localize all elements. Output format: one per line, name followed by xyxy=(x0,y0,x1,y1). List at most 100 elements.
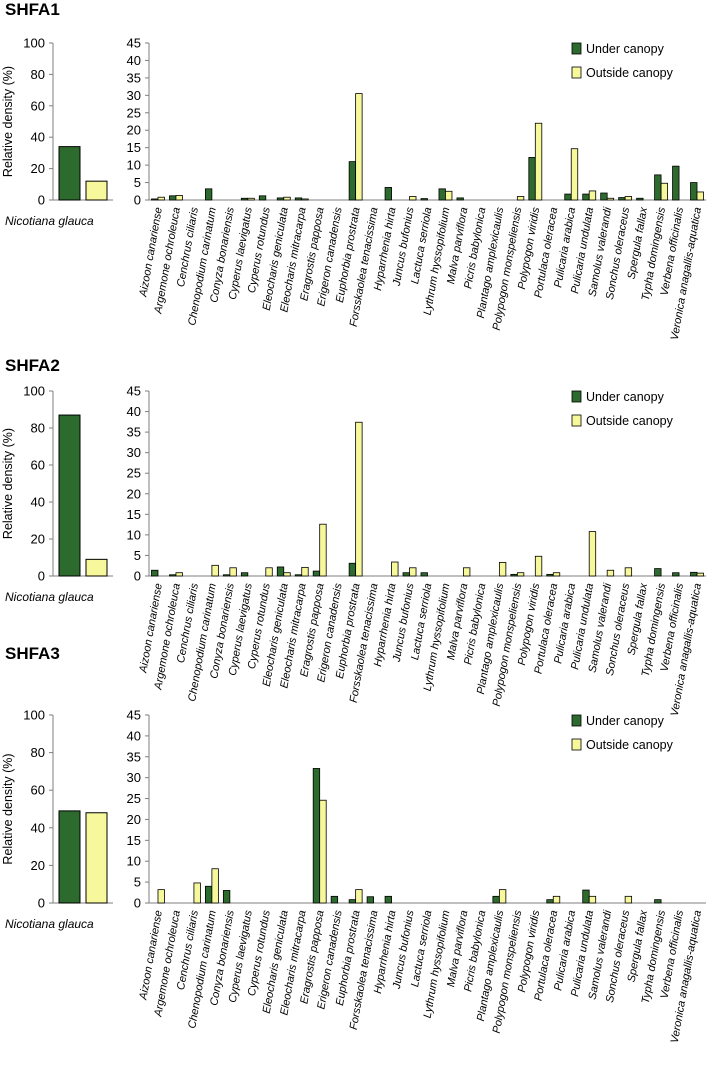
bar-under-canopy xyxy=(240,197,249,201)
bar-under-canopy xyxy=(204,885,213,904)
bar-outside-canopy xyxy=(265,567,273,577)
main-y-tick-label: 35 xyxy=(127,425,141,440)
bar-outside-canopy xyxy=(552,572,561,577)
main-y-tick-label: 35 xyxy=(127,749,141,764)
bar-under-canopy xyxy=(204,188,213,201)
main-y-tick-label: 15 xyxy=(127,140,141,155)
left-y-tick-label: 0 xyxy=(38,193,45,208)
bar-under-canopy xyxy=(654,899,662,904)
bar-under-canopy xyxy=(276,566,285,577)
bar-outside-canopy xyxy=(570,148,579,201)
left-y-tick-label: 40 xyxy=(31,495,45,510)
bar-outside-canopy xyxy=(355,889,363,904)
left-x-label: Nicotiana glauca xyxy=(5,590,94,604)
main-y-tick-label: 20 xyxy=(127,812,141,827)
bar-outside-canopy xyxy=(534,122,543,201)
bar-under-canopy xyxy=(636,197,644,201)
bar-outside-canopy xyxy=(355,93,363,201)
bar-under-canopy xyxy=(330,895,339,904)
bar-outside-canopy xyxy=(175,572,183,577)
main-y-tick-label: 5 xyxy=(134,875,141,890)
main-y-tick-label: 45 xyxy=(127,384,141,399)
bar-under-canopy xyxy=(312,570,321,577)
left-y-tick-label: 80 xyxy=(31,745,45,760)
main-y-tick-label: 5 xyxy=(134,175,141,190)
left-y-tick-label: 80 xyxy=(31,67,45,82)
main-y-tick-label: 35 xyxy=(127,70,141,85)
bar-under-canopy xyxy=(492,895,500,904)
main-y-tick-label: 15 xyxy=(127,833,141,848)
left-y-tick-label: 80 xyxy=(31,421,45,436)
bar-under-canopy xyxy=(420,198,428,201)
bar-outside-canopy xyxy=(175,195,183,201)
bar-under-canopy xyxy=(456,197,464,201)
legend: Under canopy Outside canopy xyxy=(571,390,674,428)
left-bar-under-canopy xyxy=(58,146,81,201)
main-y-tick-label: 25 xyxy=(127,105,141,120)
bar-outside-canopy xyxy=(498,562,507,577)
legend-swatch-under-canopy xyxy=(571,714,582,727)
bar-under-canopy xyxy=(258,195,267,201)
main-y-tick-label: 40 xyxy=(127,53,141,68)
left-panel: 0 20 40 60 80 100 Relative density (%) Nicotian… xyxy=(1,36,113,228)
left-y-tick-label: 40 xyxy=(31,820,45,835)
bar-outside-canopy xyxy=(301,566,309,577)
bar-under-canopy xyxy=(294,197,303,201)
bar-outside-canopy xyxy=(588,895,597,904)
bar-under-canopy xyxy=(618,197,626,201)
bar-under-canopy xyxy=(222,890,231,904)
bar-under-canopy xyxy=(151,198,159,201)
bar-outside-canopy xyxy=(463,567,471,577)
bar-under-canopy xyxy=(546,573,554,577)
main-y-tick-label: 20 xyxy=(127,123,141,138)
bar-outside-canopy xyxy=(409,196,417,201)
left-y-axis-label: Relative density (%) xyxy=(1,753,15,864)
left-bar-outside-canopy xyxy=(85,812,108,904)
legend-swatch-under-canopy xyxy=(571,390,582,403)
legend-label-under-canopy: Under canopy xyxy=(586,42,665,56)
main-y-tick-label: 10 xyxy=(127,527,141,542)
legend-swatch-under-canopy xyxy=(571,42,582,55)
legend: Under canopy Outside canopy xyxy=(571,42,674,80)
bar-under-canopy xyxy=(384,895,392,904)
bar-outside-canopy xyxy=(319,523,327,577)
bar-outside-canopy xyxy=(624,567,633,577)
bar-under-canopy xyxy=(240,572,249,577)
bar-outside-canopy xyxy=(157,889,165,904)
legend-label-under-canopy: Under canopy xyxy=(586,714,665,728)
bar-outside-canopy xyxy=(283,572,291,577)
bar-outside-canopy xyxy=(588,531,597,577)
left-bar-under-canopy xyxy=(58,414,81,577)
bar-outside-canopy xyxy=(516,572,525,577)
bar-under-canopy xyxy=(169,574,177,577)
bar-outside-canopy xyxy=(606,197,615,201)
bar-outside-canopy xyxy=(409,567,417,577)
panel-title: SHFA1 xyxy=(5,0,60,19)
left-y-tick-label: 100 xyxy=(23,708,45,723)
bar-outside-canopy xyxy=(445,190,453,201)
left-bar-outside-canopy xyxy=(85,180,108,201)
bar-under-canopy xyxy=(582,193,590,201)
bar-outside-canopy xyxy=(696,572,704,577)
main-y-tick-label: 30 xyxy=(127,88,141,103)
main-y-tick-label: 40 xyxy=(127,728,141,743)
legend-label-outside-canopy: Outside canopy xyxy=(586,738,674,752)
panel-title: SHFA3 xyxy=(5,644,60,663)
left-x-label: Nicotiana glauca xyxy=(5,214,94,228)
bar-outside-canopy xyxy=(211,564,219,577)
left-y-tick-label: 100 xyxy=(23,36,45,51)
legend-swatch-outside-canopy xyxy=(571,414,582,427)
main-y-tick-label: 45 xyxy=(127,708,141,723)
bar-under-canopy xyxy=(169,195,177,201)
bar-outside-canopy xyxy=(229,567,237,577)
left-y-tick-label: 0 xyxy=(38,896,45,911)
bar-under-canopy xyxy=(348,562,357,577)
bar-under-canopy xyxy=(312,768,321,904)
legend-swatch-outside-canopy xyxy=(571,738,582,751)
left-y-tick-label: 100 xyxy=(23,384,45,399)
legend-label-outside-canopy: Outside canopy xyxy=(586,414,674,428)
bar-outside-canopy xyxy=(355,421,363,577)
